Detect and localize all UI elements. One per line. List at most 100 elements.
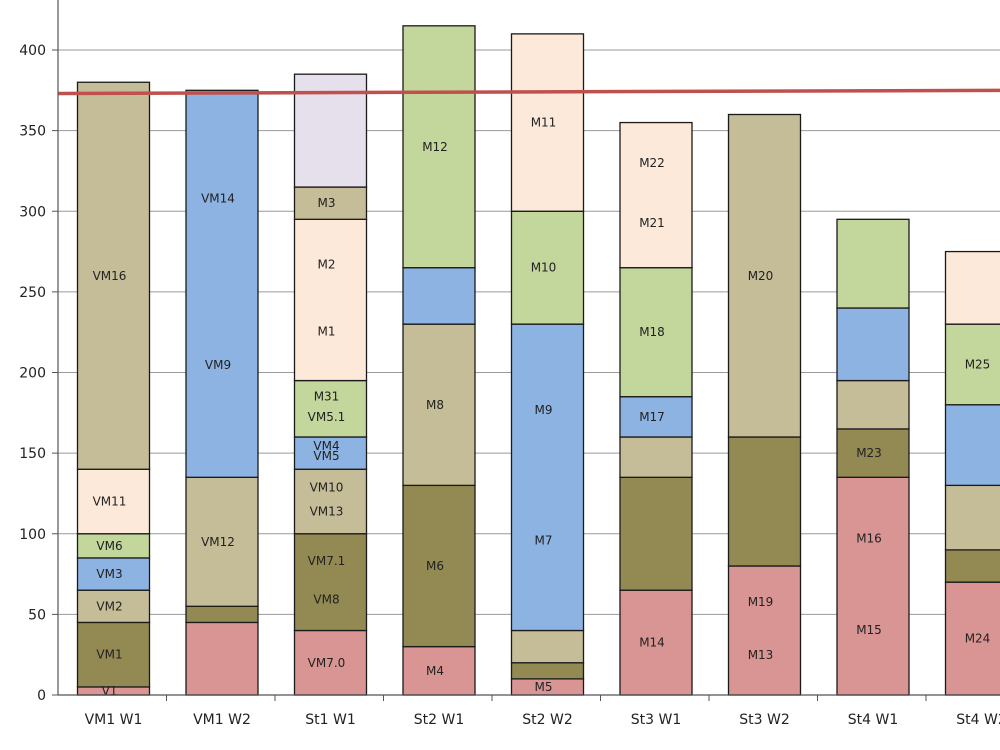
- bar-segment-label: M16: [856, 531, 882, 545]
- bar-segment: [293, 379, 368, 438]
- bar-segment-label: M31: [314, 389, 340, 403]
- bar-segment-label: M17: [639, 410, 665, 424]
- bar-segment: [76, 533, 151, 559]
- bar-segment-label: M2: [318, 257, 336, 271]
- bar-segment: [76, 468, 151, 535]
- bar-segment-label: VM1: [96, 648, 122, 662]
- y-tick-label: 400: [19, 43, 46, 59]
- bar-segment: [402, 267, 476, 325]
- bar-segment-label: VM7.0: [308, 656, 346, 670]
- x-tick-label: St2 W2: [522, 712, 572, 728]
- bar-segment: [510, 629, 585, 664]
- y-tick-label: 350: [19, 124, 46, 140]
- bar-segment: [510, 662, 585, 680]
- y-tick-label: 150: [19, 446, 46, 462]
- bar-segment: [510, 33, 585, 212]
- bar-segment-label: VM6: [96, 539, 122, 553]
- bar-segment: [944, 404, 1000, 487]
- reference-line: [57, 88, 1000, 96]
- bar-segment-label: VM11: [93, 495, 127, 509]
- x-tick-label: St3 W2: [739, 712, 789, 728]
- bar-segment: [944, 549, 1000, 583]
- bar-segment-label: M18: [639, 325, 665, 339]
- bar-segment-label: M4: [426, 664, 444, 678]
- bar-segment-label: VM5.1: [308, 410, 346, 424]
- bar-segment-label: VM8: [313, 592, 339, 606]
- axes: 0 50 100 150 200 250 300 350 400 VM1 W1 VM1 W2 St1 …: [19, 0, 1000, 728]
- bar-segment-label: M8: [426, 398, 444, 412]
- bar-segment: [727, 436, 802, 567]
- bar-segment: [727, 565, 802, 696]
- bar-segment-label: M23: [856, 446, 882, 460]
- bar-segment-label: M25: [965, 357, 991, 371]
- x-tick-label: VM1 W2: [193, 712, 251, 728]
- x-tick-label: St3 W1: [631, 712, 681, 728]
- bar-segment: [293, 468, 368, 535]
- bar-segment-label: M9: [535, 403, 553, 417]
- bar-segment: [836, 379, 910, 430]
- bar-segment-label: M21: [639, 216, 665, 230]
- bar-segment: [293, 186, 368, 220]
- bar-segment: [619, 121, 693, 269]
- bar-segment: [836, 218, 910, 309]
- bar-segment-label: VM16: [93, 269, 127, 283]
- bar-segment: [727, 113, 802, 438]
- bar-segment-label: M1: [318, 324, 336, 338]
- bar-segment-label: M14: [639, 636, 665, 650]
- bar-segment-label: VM2: [96, 599, 122, 613]
- bar-segment-label: M13: [748, 648, 774, 662]
- bar-segment: [293, 218, 368, 382]
- bar-segment-label: VM10: [310, 480, 344, 494]
- bar-segment: [76, 589, 151, 624]
- x-tick-label: St2 W1: [414, 712, 464, 728]
- bar-segment: [185, 621, 259, 696]
- bar-segment: [76, 557, 151, 591]
- reference-line: [57, 88, 1000, 96]
- bar-segment: [619, 589, 693, 696]
- bar-segment: [76, 81, 151, 470]
- x-tick-label: St4 W2: [956, 712, 1000, 728]
- segment-labels: V1 VM1 VM2 VM3 VM6 VM11 VM16 VM12 VM9 VM14 VM7.0 VM…: [93, 116, 991, 698]
- bar-segment: [619, 436, 693, 478]
- bar-segment: [944, 323, 1000, 406]
- bar-segment: [510, 210, 585, 325]
- bar-segment-label: VM13: [310, 505, 344, 519]
- x-tick-label: St1 W1: [305, 712, 355, 728]
- bar-segment-label: VM12: [201, 535, 235, 549]
- bar-segment: [619, 396, 693, 438]
- bar-segment-label: M20: [748, 269, 774, 283]
- bar-segment-label: VM14: [201, 192, 235, 206]
- bar-segment: [293, 436, 368, 470]
- bar-segment-label: V1: [102, 684, 118, 698]
- bar-segment: [510, 323, 585, 632]
- bar-segment: [402, 645, 476, 696]
- bar-segment-label: M10: [531, 261, 557, 275]
- bar-segment: [619, 267, 693, 398]
- bar-segment: [402, 484, 476, 648]
- bar-segment: [836, 428, 910, 478]
- bar-segment-label: M7: [535, 534, 553, 548]
- bar-segment-label: VM9: [205, 358, 231, 372]
- bar-segment-label: VM4: [313, 439, 339, 453]
- bar-segment: [402, 25, 476, 269]
- bar-segment: [293, 629, 368, 696]
- y-tick-label: 250: [19, 285, 46, 301]
- y-tick-label: 300: [19, 204, 46, 220]
- bar-segment-label: M5: [535, 680, 553, 694]
- bar-segment: [836, 307, 910, 382]
- bar-segment-label: M11: [531, 116, 557, 130]
- bar-segment: [185, 605, 259, 624]
- x-tick-label: St4 W1: [848, 712, 898, 728]
- bar-segment-label: M22: [639, 156, 665, 170]
- y-tick-label: 0: [37, 688, 46, 704]
- bar-segment: [836, 476, 910, 696]
- bar-segment-label: VM5: [313, 449, 339, 463]
- bar-segment-label: M3: [318, 196, 336, 210]
- bar-segment-label: M6: [426, 559, 444, 573]
- bar-segment: [185, 89, 259, 478]
- bar-segment-label: M15: [856, 623, 882, 637]
- bars: [76, 25, 1000, 696]
- bar-segment-label: M24: [965, 632, 991, 646]
- bar-segment: [944, 484, 1000, 551]
